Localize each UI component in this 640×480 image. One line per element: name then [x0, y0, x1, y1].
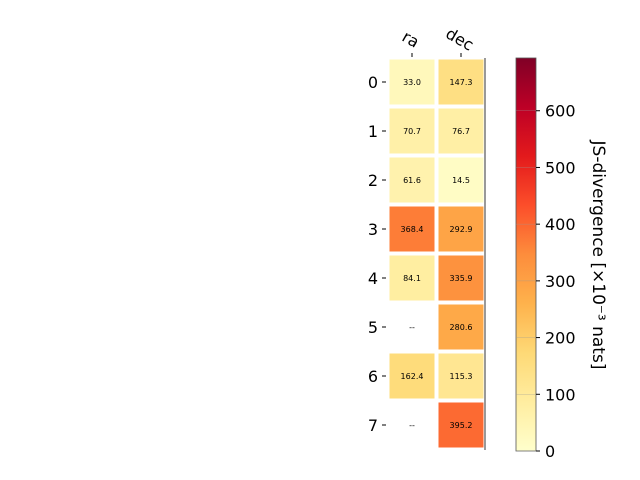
cell-value-label: 280.6 [450, 323, 473, 332]
colorbar-bar [515, 57, 537, 452]
heatmap-cell [388, 205, 436, 253]
row-label-4: 4 [368, 269, 378, 288]
heatmap-cell [437, 156, 485, 204]
heatmap-cell [388, 107, 436, 155]
cell-value-label: 61.6 [403, 176, 421, 185]
heatmap-cell [437, 401, 485, 449]
column-label-dec: dec [443, 24, 477, 55]
colorbar-tick-label: 500 [545, 158, 576, 177]
colorbar: 0 100 200 300 400 500 600 JS-divergence [×10⁻³ … [515, 57, 608, 461]
row-label-0: 0 [368, 73, 378, 92]
cell-value-label: 368.4 [401, 225, 424, 234]
cell-value-label: 84.1 [403, 274, 421, 283]
row-label-5: 5 [368, 318, 378, 337]
cell-value-label: -- [409, 323, 415, 332]
heatmap-cell [388, 58, 436, 106]
colorbar-tick-label: 0 [545, 442, 555, 461]
cell-value-label: -- [409, 421, 415, 430]
colorbar-tick-label: 600 [545, 102, 576, 121]
colorbar-tick-label: 100 [545, 385, 576, 404]
row-label-3: 3 [368, 220, 378, 239]
heatmap-grid: 33.0 147.3 70.7 76.7 61.6 14.5 368.4 292.9 84.1 3… [368, 24, 486, 450]
heatmap-cell [388, 156, 436, 204]
cell-value-label: 292.9 [450, 225, 473, 234]
row-label-6: 6 [368, 367, 378, 386]
cell-value-label: 115.3 [450, 372, 473, 381]
cell-value-label: 14.5 [452, 176, 470, 185]
cell-value-label: 70.7 [403, 127, 421, 136]
heatmap-cell [388, 352, 436, 400]
heatmap-cell [437, 352, 485, 400]
colorbar-tick-label: 300 [545, 272, 576, 291]
heatmap-cell [388, 254, 436, 302]
row-label-2: 2 [368, 171, 378, 190]
colorbar-label: JS-divergence [×10⁻³ nats] [588, 140, 608, 370]
heatmap-cell [437, 303, 485, 351]
cell-value-label: 76.7 [452, 127, 470, 136]
cell-value-label: 395.2 [450, 421, 473, 430]
cell-value-label: 147.3 [450, 78, 473, 87]
row-label-7: 7 [368, 416, 378, 435]
heatmap-cell [437, 254, 485, 302]
colorbar-tick-label: 400 [545, 215, 576, 234]
row-label-1: 1 [368, 122, 378, 141]
colorbar-tick-label: 200 [545, 329, 576, 348]
cell-value-label: 335.9 [450, 274, 473, 283]
column-label-ra: ra [399, 27, 423, 52]
cell-value-label: 33.0 [403, 78, 421, 87]
heatmap-cell [437, 58, 485, 106]
heatmap-cell [437, 107, 485, 155]
cell-value-label: 162.4 [401, 372, 424, 381]
heatmap-cell [437, 205, 485, 253]
